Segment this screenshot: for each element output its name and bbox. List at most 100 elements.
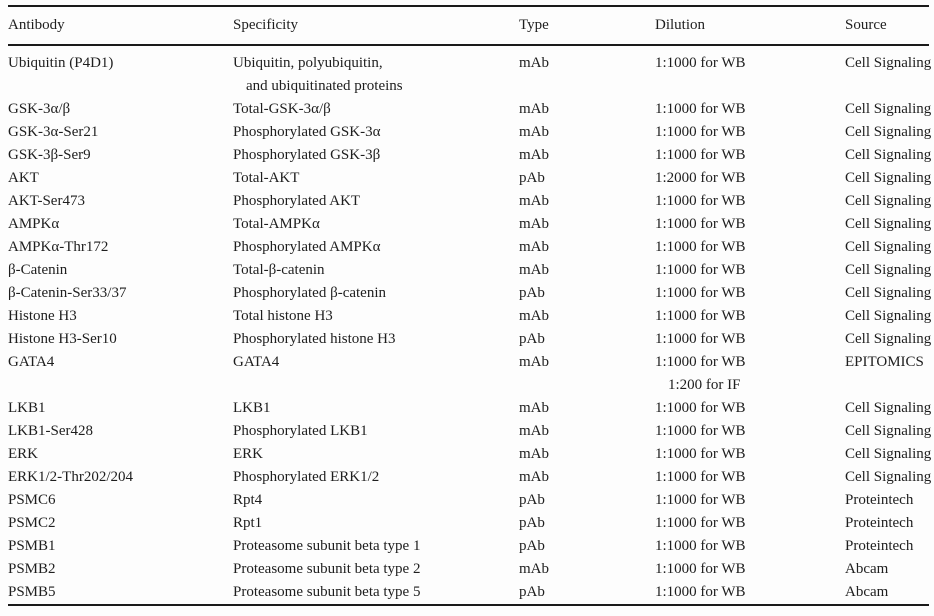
cell-source: Cell Signaling [845,262,932,278]
table-row: Histone H3-Ser10 Phosphorylated histone H… [8,328,932,351]
cell-type: pAb [519,538,545,554]
cell-dilution: 1:1000 for WB [655,193,746,209]
cell-antibody: GSK-3α-Ser21 [8,124,99,140]
cell-specificity: Phosphorylated AKT [233,193,361,209]
cell-dilution: 1:1000 for WB [655,400,746,416]
table-row: GSK-3α/β Total-GSK-3α/β mAb 1:1000 for WB Ce… [8,98,932,121]
table-row: AMPKα-Thr172 Phosphorylated AMPKα mAb 1:100… [8,236,932,259]
cell-dilution: 1:1000 for WB [655,515,746,531]
cell-type: mAb [519,308,549,324]
cell-source: Cell Signaling [845,446,932,462]
cell-antibody: PSMB1 [8,538,56,554]
cell-source: Cell Signaling [845,124,932,140]
cell-source: Cell Signaling [845,170,932,186]
cell-source: Cell Signaling [845,216,932,232]
antibody-table: Antibody Specificity Type Dilution Sourc… [8,5,932,606]
column-header-antibody: Antibody [8,6,233,46]
table-row: Ubiquitin (P4D1) Ubiquitin, polyubiquitin… [8,45,932,98]
table-row: PSMC2 Rpt1 pAb 1:1000 for WB Proteintech [8,512,929,535]
cell-specificity: Proteasome subunit beta type 5 [233,584,421,600]
cell-dilution: 1:2000 for WB [655,170,746,186]
cell-type: pAb [519,285,545,301]
cell-dilution: 1:1000 for WB [655,584,746,600]
cell-dilution: 1:1000 for WB [655,147,746,163]
cell-specificity: LKB1 [233,400,271,416]
table-row: LKB1 LKB1 mAb 1:1000 for WB Cell Signaling [8,397,931,420]
cell-type: mAb [519,262,549,278]
cell-antibody: PSMC6 [8,492,56,508]
cell-antibody: β-Catenin [8,262,68,278]
cell-type: mAb [519,354,549,370]
cell-dilution: 1:1000 for WB [655,446,746,462]
cell-type: mAb [519,423,549,439]
cell-antibody: PSMB5 [8,584,56,600]
cell-source: Proteintech [845,492,914,508]
cell-type: mAb [519,400,549,416]
cell-type: mAb [519,216,549,232]
cell-dilution: 1:1000 for WB [655,262,746,278]
cell-dilution: 1:1000 for WB [655,124,746,140]
table-row: AKT-Ser473 Phosphorylated AKT mAb 1:1000 fo… [8,190,931,213]
cell-antibody: AMPKα-Thr172 [8,239,109,255]
cell-antibody: AKT [8,170,39,186]
cell-antibody: Histone H3-Ser10 [8,331,117,347]
cell-type: pAb [519,170,545,186]
cell-specificity: Rpt1 [233,515,263,531]
cell-dilution: 1:1000 for WB [655,561,746,577]
table-row: AKT Total-AKT pAb 1:2000 for WB Cell Signali… [8,167,932,190]
table-row: PSMB2 Proteasome subunit beta type 2 mAb 1:… [8,558,929,581]
cell-specificity: Phosphorylated histone H3 [233,331,396,347]
cell-line: 1:1000 for WB [655,354,746,370]
cell-source: Abcam [845,561,889,577]
cell-specificity: Rpt4 [233,492,263,508]
table-row: PSMB5 Proteasome subunit beta type 5 pAb 1:… [8,581,929,605]
table-row: PSMC6 Rpt4 pAb 1:1000 for WB Proteintech [8,489,929,512]
cell-source: Cell Signaling [845,239,932,255]
cell-antibody: LKB1 [8,400,46,416]
column-header-source: Source [845,6,929,46]
cell-antibody: LKB1-Ser428 [8,423,93,439]
cell-type: mAb [519,446,549,462]
table-row: β-Catenin-Ser33/37 Phosphorylated β-caten… [8,282,931,305]
cell-source: EPITOMICS [845,354,924,370]
cell-source: Proteintech [845,538,914,554]
cell-type: mAb [519,469,549,485]
cell-specificity: Phosphorylated GSK-3α [233,124,381,140]
cell-specificity: Total-AKT [233,170,300,186]
cell-specificity: Phosphorylated GSK-3β [233,147,381,163]
header-row: Antibody Specificity Type Dilution Sourc… [8,6,929,46]
table-row: β-Catenin Total-β-catenin mAb 1:1000 for WB… [8,259,932,282]
cell-specificity: Total-β-catenin [233,262,325,278]
cell-line: and ubiquitinated proteins [246,78,403,94]
cell-dilution: 1:1000 for WB [655,239,746,255]
cell-dilution: 1:1000 for WB [655,492,746,508]
cell-specificity: Proteasome subunit beta type 2 [233,561,421,577]
table-row: PSMB1 Proteasome subunit beta type 1 pAb 1:… [8,535,929,558]
cell-type: pAb [519,331,545,347]
cell-specificity: Total-AMPKα [233,216,320,232]
cell-antibody: GATA4 [8,354,55,370]
cell-source: Cell Signaling [845,423,932,439]
cell-antibody: AMPKα [8,216,60,232]
column-header-specificity: Specificity [233,6,519,46]
cell-dilution: 1:1000 for WB [655,308,746,324]
cell-type: pAb [519,492,545,508]
cell-specificity: Phosphorylated ERK1/2 [233,469,380,485]
cell-specificity: Ubiquitin, polyubiquitin, and ubiquitinat… [233,45,519,98]
cell-antibody: ERK1/2-Thr202/204 [8,469,133,485]
table-row: LKB1-Ser428 Phosphorylated LKB1 mAb 1:1000 … [8,420,932,443]
cell-source: Cell Signaling [845,101,932,117]
cell-source: Cell Signaling [845,55,932,71]
cell-type: pAb [519,515,545,531]
cell-type: mAb [519,55,549,71]
cell-source: Cell Signaling [845,147,932,163]
cell-specificity: Phosphorylated β-catenin [233,285,387,301]
cell-source: Cell Signaling [845,308,932,324]
table-row: GATA4 GATA4 mAb 1:1000 for WB 1:200 for IF EP… [8,351,929,397]
table-row: ERK1/2-Thr202/204 Phosphorylated ERK1/2 mA… [8,466,931,489]
cell-source: Cell Signaling [845,331,932,347]
cell-specificity: Phosphorylated LKB1 [233,423,368,439]
column-header-type: Type [519,6,655,46]
cell-dilution: 1:1000 for WB [655,55,746,71]
